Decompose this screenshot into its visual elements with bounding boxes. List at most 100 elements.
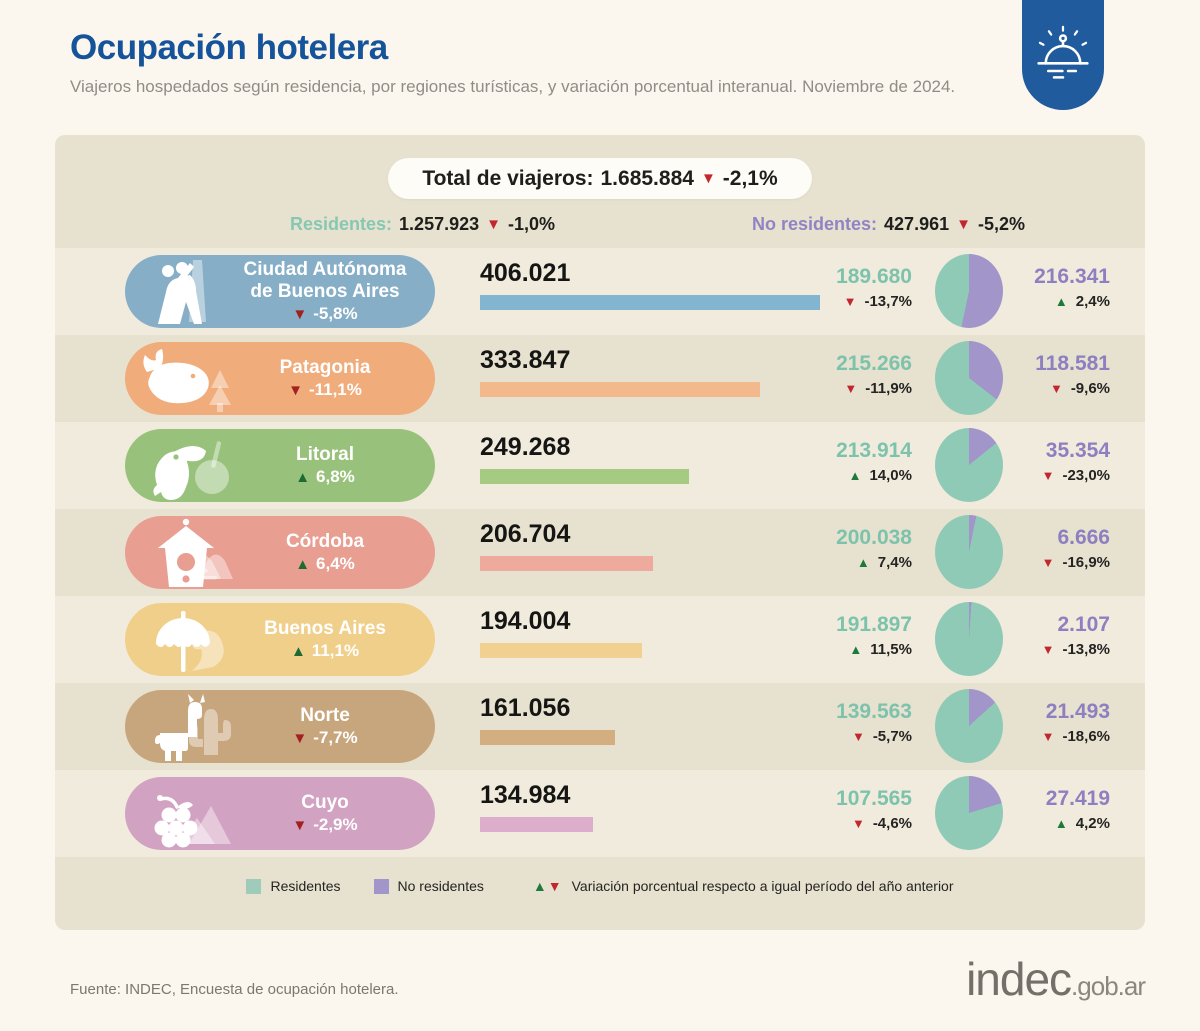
region-pill: Litoral ▲ 6,8% [125,429,435,502]
nonresidents-value: 427.961 [884,214,950,234]
region-total: 206.704 [480,520,571,548]
region-row: Cuyo ▼ -2,9% 134.984 107.565 ▼ -4,6% 27.… [55,770,1145,857]
nonresidents-change-value: -16,9% [1062,554,1110,571]
total-bar [480,643,642,658]
nonresidents-change-arrow-icon: ▼ [1041,642,1055,657]
whale-tree-icon [143,349,231,412]
llama-cactus-icon [155,694,231,761]
total-change: -2,1% [722,166,778,190]
region-pill: Córdoba ▲ 6,4% [125,516,435,589]
region-row: Litoral ▲ 6,8% 249.268 213.914 ▲ 14,0% 3… [55,422,1145,509]
residents-change-arrow-icon: ▲ [856,555,870,570]
residency-pie-chart [935,428,1003,502]
region-row: Patagonia ▼ -11,1% 333.847 215.266 ▼ -11… [55,335,1145,422]
total-bar [480,469,689,484]
nonresidents-change-arrow-icon: ▼ [1041,468,1055,483]
residents-count: 139.563 [836,700,912,723]
toucan-mate-icon [153,441,229,500]
region-rows: Ciudad Autónoma de Buenos Aires ▼ -5,8% … [55,248,1145,857]
nonresidents-change-arrow-icon: ▼ [956,216,971,233]
residents-change-value: 14,0% [869,467,912,484]
indec-logo: indec.gob.ar [966,952,1146,1006]
region-name: Córdoba [285,530,365,552]
residency-pie-chart [935,776,1003,850]
region-row: Buenos Aires ▲ 11,1% 194.004 191.897 ▲ 1… [55,596,1145,683]
region-change-value: -2,9% [313,815,358,835]
nonresidents-summary: No residentes: 427.961 ▼ -5,2% [752,214,1025,235]
residents-count: 191.897 [836,613,912,636]
region-change-arrow-icon: ▲ [290,642,306,660]
residents-change-arrow-icon: ▲ [848,468,862,483]
region-change-value: 6,8% [316,467,355,487]
residents-summary: Residentes: 1.257.923 ▼ -1,0% [290,214,555,235]
residents-change-value: -5,7% [872,728,912,745]
variation-legend-label: Variación porcentual respecto a igual pe… [571,878,954,894]
variation-arrows-icon: ▲▼ [532,878,563,894]
residents-change-value: -11,9% [865,380,912,397]
residents-change-value: -4,6% [872,815,912,832]
total-summary-pill: Total de viajeros: 1.685.884 ▼ -2,1% [388,158,812,199]
hotel-badge [1022,0,1104,110]
residents-label: Residentes: [290,214,393,234]
nonresidents-change-arrow-icon: ▼ [1049,381,1063,396]
nonresidents-change: -5,2% [977,214,1025,234]
residents-count: 215.266 [836,352,912,375]
source-note: Fuente: INDEC, Encuesta de ocupación hot… [70,981,399,998]
indec-logo-text: indec [966,953,1072,1005]
residents-legend-label: Residentes [270,878,341,894]
nonresidents-count: 21.493 [1045,700,1110,723]
umbrella-wave-icon [156,611,224,672]
total-bar [480,817,593,832]
residents-change-arrow-icon: ▼ [851,729,865,744]
residency-pie-chart [935,689,1003,763]
nonresidents-change-value: 4,2% [1075,815,1110,832]
region-name: Norte [300,704,350,726]
nonresidents-legend-swatch [373,878,389,894]
main-panel: Total de viajeros: 1.685.884 ▼ -2,1% Res… [55,135,1145,930]
cloche-icon [1037,25,1089,79]
nonresidents-change-value: -13,8% [1062,641,1110,658]
nonresidents-change-value: -9,6% [1070,380,1110,397]
grapes-mountains-icon [154,795,231,848]
residency-pie-chart [935,341,1003,415]
residents-change-arrow-icon: ▼ [843,294,857,309]
total-change-arrow-icon: ▼ [700,170,716,187]
nonresidents-change-value: 2,4% [1075,293,1110,310]
region-total: 161.056 [480,694,571,722]
region-total: 249.268 [480,433,571,461]
region-pill: Patagonia ▼ -11,1% [125,342,435,415]
total-bar [480,730,615,745]
residents-change-arrow-icon: ▼ [851,816,865,831]
region-change-arrow-icon: ▲ [295,555,311,573]
region-name: Litoral [295,443,355,465]
nonresidents-change-value: -18,6% [1062,728,1110,745]
region-row: Córdoba ▲ 6,4% 206.704 200.038 ▲ 7,4% 6.… [55,509,1145,596]
residents-legend-swatch [246,878,262,894]
birdhouse-hills-icon [158,518,233,587]
residents-change-arrow-icon: ▲ [849,642,863,657]
region-row: Ciudad Autónoma de Buenos Aires ▼ -5,8% … [55,248,1145,335]
nonresidents-change-arrow-icon: ▲ [1054,816,1068,831]
residents-change-arrow-icon: ▼ [486,216,501,233]
nonresidents-count: 6.666 [1057,526,1110,549]
nonresidents-change-value: -23,0% [1062,467,1110,484]
total-bar [480,295,820,310]
residents-change-arrow-icon: ▼ [844,381,858,396]
region-name: Buenos Aires [264,617,386,639]
region-total: 333.847 [480,346,571,374]
residents-change-value: -13,7% [864,293,912,310]
region-pill: Buenos Aires ▲ 11,1% [125,603,435,676]
residents-change-value: 11,5% [870,641,912,658]
region-pill: Ciudad Autónoma de Buenos Aires ▼ -5,8% [125,255,435,328]
nonresidents-count: 35.354 [1045,439,1110,462]
total-label: Total de viajeros: [422,166,594,190]
region-total: 134.984 [480,781,571,809]
nonresidents-count: 2.107 [1057,613,1110,636]
region-change-value: 11,1% [311,641,360,661]
region-change-arrow-icon: ▼ [292,729,308,747]
residency-pie-chart [935,515,1003,589]
nonresidents-change-arrow-icon: ▲ [1054,294,1068,309]
total-value: 1.685.884 [600,166,694,190]
region-change-arrow-icon: ▲ [295,468,311,486]
residents-count: 200.038 [836,526,912,549]
